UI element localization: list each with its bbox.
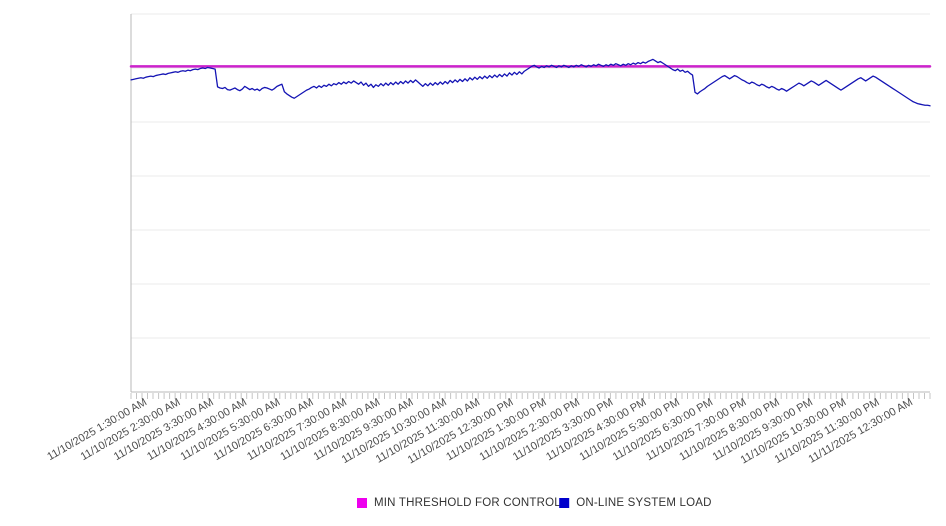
x-axis-minor-ticks bbox=[130, 393, 931, 399]
plot-background bbox=[131, 14, 930, 392]
legend-swatch bbox=[559, 498, 570, 508]
axes bbox=[130, 14, 930, 393]
legend-swatch bbox=[357, 498, 367, 508]
legend-label: ON-LINE SYSTEM LOAD bbox=[576, 497, 711, 509]
legend-label: MIN THRESHOLD FOR CONTROL bbox=[374, 497, 561, 509]
series-layer bbox=[129, 58, 932, 107]
gridlines bbox=[131, 13, 930, 393]
chart-legend: MIN THRESHOLD FOR CONTROL ON-LINE SYSTEM … bbox=[357, 497, 711, 509]
series-line-1 bbox=[130, 58, 931, 107]
